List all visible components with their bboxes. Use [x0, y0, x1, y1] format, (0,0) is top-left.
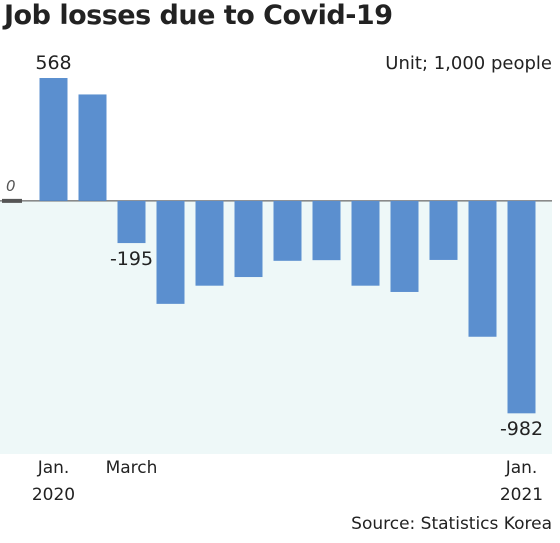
bar — [468, 200, 497, 337]
chart-title: Job losses due to Covid-19 — [4, 0, 393, 31]
y-tick-label: 0 — [6, 177, 16, 195]
unit-note: Unit; 1,000 people — [385, 53, 552, 74]
bar — [234, 200, 263, 278]
x-tick-label: March — [105, 458, 158, 478]
value-label: -195 — [109, 248, 154, 271]
value-label: 568 — [35, 52, 72, 74]
bar — [312, 200, 341, 261]
source-note: Source: Statistics Korea — [351, 514, 552, 534]
bar — [429, 200, 458, 260]
bar — [390, 200, 419, 292]
x-tick-label: Jan. 2021 — [499, 458, 544, 505]
value-label: -982 — [499, 418, 544, 441]
bar — [273, 200, 302, 261]
bar — [39, 78, 68, 201]
bar — [195, 200, 224, 286]
bar — [156, 200, 185, 304]
bar — [507, 200, 536, 414]
bar — [78, 94, 107, 201]
bar — [117, 200, 146, 244]
x-tick-label: Jan. 2020 — [31, 458, 76, 505]
bar — [351, 200, 380, 286]
